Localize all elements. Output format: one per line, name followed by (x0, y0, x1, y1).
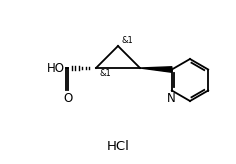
Polygon shape (140, 67, 172, 72)
Text: HCl: HCl (107, 141, 129, 154)
Text: &1: &1 (99, 69, 111, 78)
Text: N: N (166, 92, 175, 104)
Text: HO: HO (47, 62, 65, 74)
Text: O: O (63, 92, 73, 105)
Text: &1: &1 (122, 36, 134, 45)
